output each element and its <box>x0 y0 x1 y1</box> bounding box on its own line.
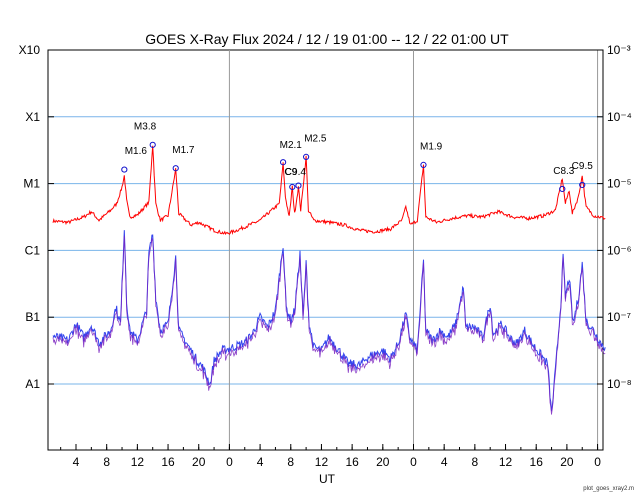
flare-marker <box>303 153 310 160</box>
flare-marker <box>149 141 156 148</box>
flare-marker <box>280 159 287 166</box>
class-gridlines <box>48 116 603 385</box>
flare-label: M1.6 <box>125 146 148 157</box>
flare-label: M3.8 <box>134 121 157 132</box>
flare-label: M1.9 <box>420 142 443 153</box>
flare-marker <box>121 166 128 173</box>
x-tick-label: 16 <box>530 455 544 469</box>
y-right-label: 10⁻³ <box>607 43 631 57</box>
series-line-short-secondary <box>52 235 606 415</box>
y-class-label: B1 <box>25 310 40 324</box>
chart-title: GOES X-Ray Flux 2024 / 12 / 19 01:00 -- … <box>145 31 509 47</box>
flare-marker <box>559 185 566 193</box>
y-right-label: 10⁻⁴ <box>607 110 632 124</box>
y-class-label: A1 <box>25 377 40 391</box>
flare-label: M2.1 <box>280 140 303 151</box>
axes: A1 B1 C1 M1 X1 X10 10⁻³ 10⁻⁴ 10⁻⁵ 10⁻⁶ 10⁻⁷ 10⁻⁸ 4 8 1… <box>19 43 632 469</box>
flare-marker <box>172 165 179 172</box>
x-tick-label: 16 <box>345 455 359 469</box>
y-class-label: X10 <box>19 43 41 57</box>
flare-label: M1.7 <box>172 145 195 156</box>
y-right-label: 10⁻⁵ <box>607 177 632 191</box>
x-tick-label: 12 <box>499 455 513 469</box>
flare-label: M2.5 <box>304 134 327 145</box>
flare-label: C9.4 <box>285 167 307 178</box>
series-line-long <box>52 145 606 236</box>
flare-marker <box>289 183 296 191</box>
plot-credit: plot_goes_xray2.m <box>583 486 634 492</box>
flare-label: C9.5 <box>572 161 594 172</box>
x-tick-label: 12 <box>131 455 145 469</box>
x-tick-label: 0 <box>226 455 233 469</box>
y-class-label: X1 <box>25 110 40 124</box>
x-tick-label: 8 <box>472 455 479 469</box>
flare-marker <box>420 161 427 168</box>
flare-marker <box>295 182 302 189</box>
flare-label: C9 <box>284 167 297 178</box>
x-tick-label: 20 <box>560 455 574 469</box>
y-right-label: 10⁻⁸ <box>607 377 632 391</box>
x-tick-label: 20 <box>376 455 390 469</box>
x-tick-label: 0 <box>594 455 601 469</box>
flare-marker <box>579 181 586 189</box>
flux-series <box>52 145 606 415</box>
flare-label: C8.3 <box>553 166 575 177</box>
x-tick-label: 4 <box>257 455 264 469</box>
y-class-label: C1 <box>25 243 41 257</box>
y-right-label: 10⁻⁷ <box>607 310 631 324</box>
x-tick-label: 8 <box>287 455 294 469</box>
y-class-label: M1 <box>23 177 40 191</box>
x-tick-label: 16 <box>161 455 175 469</box>
x-tick-label: 4 <box>441 455 448 469</box>
x-tick-label: 0 <box>410 455 417 469</box>
x-tick-label: 12 <box>315 455 329 469</box>
x-tick-label: 4 <box>73 455 80 469</box>
y-right-label: 10⁻⁶ <box>607 243 632 257</box>
x-axis-label: UT <box>319 472 336 486</box>
x-tick-label: 20 <box>192 455 206 469</box>
x-tick-label: 8 <box>103 455 110 469</box>
